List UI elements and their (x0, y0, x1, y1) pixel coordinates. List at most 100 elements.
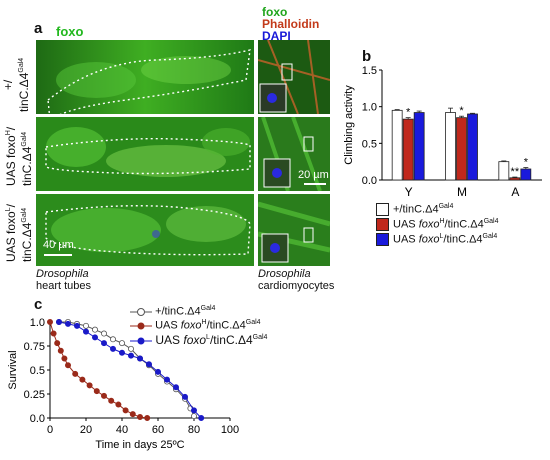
legend-b-foxoL: UAS foxoL/tinC.Δ4Gal4 (376, 233, 498, 248)
b-bar (391, 109, 403, 181)
c-data-point (119, 349, 126, 356)
c-x-tick-label: 80 (188, 424, 200, 436)
b-significance-mark: * (524, 157, 529, 169)
c-data-point (190, 413, 197, 420)
c-data-point (101, 330, 108, 337)
caption-cardiomyocytes: Drosophila cardiomyocytes (258, 268, 335, 292)
c-y-tick-label: 0.25 (24, 389, 45, 401)
b-y-tick-label: 0.5 (362, 138, 377, 150)
legend-swatch-control (376, 203, 389, 217)
b-bar (498, 161, 510, 181)
c-data-point (154, 368, 161, 375)
c-data-point (65, 320, 72, 327)
legend-c-foxoL: UAS foxoL/tinC.Δ4Gal4 (130, 333, 267, 347)
micrograph-cardiomyocyte-foxoH: 20 µm (258, 117, 330, 191)
c-data-point (145, 361, 152, 368)
c-data-point (83, 322, 90, 329)
c-data-point (129, 411, 136, 418)
b-bar (509, 177, 521, 181)
b-y-tick-label: 1.5 (362, 65, 377, 77)
row-label-foxoL: UAS foxoL/ tinC.Δ4Gal4 (4, 204, 34, 262)
c-data-point (65, 362, 72, 369)
b-bar (402, 118, 414, 181)
foxo-channel-label: foxo (56, 24, 84, 39)
c-data-point (101, 340, 108, 347)
c-data-point (115, 401, 122, 408)
stain-dapi-label: DAPI (262, 29, 291, 43)
c-data-point (144, 415, 151, 422)
c-data-point (61, 355, 68, 362)
panel-b-letter: b (362, 48, 372, 65)
stain-phalloidin-label: Phalloidin (262, 17, 320, 31)
c-y-tick-label: 0.75 (24, 341, 45, 353)
legend-swatch-foxoH (376, 218, 389, 232)
legend-swatch-foxoL (376, 233, 389, 247)
c-data-point (119, 340, 126, 347)
micrograph-heart-tube-foxoH (36, 117, 254, 191)
micrograph-heart-tube-control (36, 40, 254, 114)
row-label-foxoH: UAS foxoH/ tinC.Δ4Gal4 (4, 126, 34, 186)
c-data-point (136, 355, 143, 362)
legend-c-marker-foxoH (130, 322, 152, 330)
c-data-point (163, 376, 170, 383)
c-data-point (74, 322, 81, 329)
micrograph-cardiomyocyte-foxoL (258, 194, 330, 266)
c-data-point (72, 370, 79, 377)
c-data-point (136, 414, 143, 421)
c-data-point (110, 345, 117, 352)
c-data-point (92, 326, 99, 333)
b-x-tick-label: Y (405, 185, 413, 199)
c-data-point (128, 352, 135, 359)
c-data-point (101, 392, 108, 399)
c-x-tick-label: 40 (116, 424, 128, 436)
b-x-tick-label: A (511, 185, 519, 199)
b-significance-mark: * (406, 107, 411, 119)
b-bar (456, 117, 467, 181)
b-y-tick-label: 0.0 (362, 175, 377, 187)
legend-c-control: +/tinC.Δ4Gal4 (130, 305, 267, 319)
c-data-point (198, 415, 205, 422)
c-data-point (108, 397, 115, 404)
c-data-point (172, 384, 179, 391)
c-data-point (50, 330, 57, 337)
legend-b-foxoH: UAS foxoH/tinC.Δ4Gal4 (376, 218, 498, 233)
c-x-tick-label: 100 (221, 424, 239, 436)
c-y-axis-label: Survival (7, 350, 19, 389)
c-x-tick-label: 0 (47, 424, 53, 436)
b-bar (467, 113, 478, 181)
c-data-point (56, 318, 63, 325)
b-y-tick-label: 1.0 (362, 102, 377, 114)
c-x-tick-label: 20 (80, 424, 92, 436)
c-data-point (110, 336, 117, 343)
scale-bar-label-right: 20 µm (298, 169, 329, 181)
c-data-point (190, 407, 197, 414)
c-data-point (128, 345, 135, 352)
c-x-axis-label: Time in days 25ºC (95, 439, 184, 451)
c-y-tick-label: 1.0 (30, 317, 45, 329)
stain-legend: foxo Phalloidin DAPI (262, 6, 319, 42)
b-bar (520, 168, 532, 181)
legend-b-control: +/tinC.Δ4Gal4 (376, 203, 498, 218)
c-data-point (92, 334, 99, 341)
c-data-point (47, 318, 54, 325)
panel-a-letter: a (34, 20, 43, 37)
caption-heart-tubes: Drosophila heart tubes (36, 268, 92, 292)
chart-survival: 0.0 0.25 0.5 0.75 1.0 0 20 40 60 80 100 Survival Tim… (7, 317, 239, 451)
c-y-tick-label: 0.0 (30, 413, 45, 425)
legend-c-foxoH: UAS foxoH/tinC.Δ4Gal4 (130, 319, 267, 333)
c-data-point (86, 382, 93, 389)
c-data-point (122, 407, 129, 414)
c-data-point (54, 340, 61, 347)
b-y-axis-label: Climbing activity (343, 85, 355, 165)
legend-c-marker-control (130, 307, 152, 316)
c-data-point (93, 388, 100, 395)
b-significance-mark: * (459, 105, 464, 117)
b-x-tick-label: M (457, 185, 467, 199)
stain-foxo-label: foxo (262, 5, 288, 19)
b-significance-mark: ** (511, 166, 520, 178)
scale-bar-label-left: 40 µm (43, 239, 74, 251)
c-x-tick-label: 60 (152, 424, 164, 436)
row-label-control: +/ tinC.Δ4Gal4 (1, 57, 31, 112)
c-data-point (83, 328, 90, 335)
c-data-point (79, 376, 86, 383)
